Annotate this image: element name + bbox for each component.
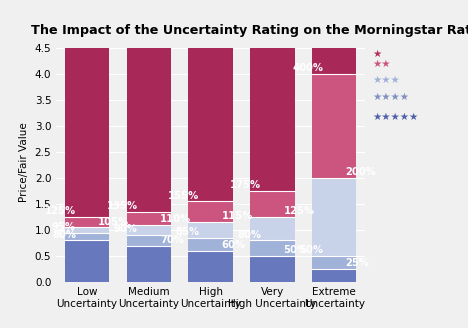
Bar <box>250 191 295 217</box>
Text: 85%: 85% <box>176 227 199 237</box>
Bar <box>312 48 357 74</box>
Bar <box>188 201 233 222</box>
Text: 50%: 50% <box>299 245 323 255</box>
Bar <box>126 235 171 246</box>
Text: ★: ★ <box>373 49 382 59</box>
Text: 125%: 125% <box>284 206 314 216</box>
Text: 90%: 90% <box>114 224 138 235</box>
Bar <box>65 217 110 227</box>
Text: 400%: 400% <box>292 63 323 73</box>
Text: 135%: 135% <box>107 201 138 211</box>
Text: 110%: 110% <box>160 214 191 224</box>
Bar <box>188 222 233 238</box>
Bar <box>312 74 357 178</box>
Text: 125%: 125% <box>45 206 76 216</box>
Bar <box>126 225 171 235</box>
Bar <box>65 233 110 240</box>
Text: 50%: 50% <box>284 245 307 255</box>
Bar <box>312 178 357 256</box>
Text: 105%: 105% <box>98 217 129 227</box>
Y-axis label: Price/Fair Value: Price/Fair Value <box>19 122 29 202</box>
Bar <box>126 48 171 212</box>
Bar <box>65 240 110 282</box>
Bar <box>250 48 295 191</box>
Text: 115%: 115% <box>222 212 253 221</box>
Text: 175%: 175% <box>230 180 261 190</box>
Bar <box>250 217 295 240</box>
Bar <box>188 48 233 201</box>
Bar <box>188 251 233 282</box>
Bar <box>188 238 233 251</box>
Bar <box>126 246 171 282</box>
Bar <box>250 256 295 282</box>
Text: ★★★: ★★★ <box>373 75 401 85</box>
Text: 155%: 155% <box>168 191 199 201</box>
Text: 60%: 60% <box>222 240 246 250</box>
Text: 200%: 200% <box>345 167 376 177</box>
Bar <box>65 48 110 217</box>
Text: ★★★★★: ★★★★★ <box>373 112 419 122</box>
Text: 70%: 70% <box>160 235 184 245</box>
Bar <box>65 227 110 233</box>
Bar <box>312 269 357 282</box>
Text: ★★★★: ★★★★ <box>373 92 410 102</box>
Text: 80%: 80% <box>52 230 76 240</box>
Text: 95%: 95% <box>52 222 76 232</box>
Text: The Impact of the Uncertainty Rating on the Morningstar Rating for Stocks: The Impact of the Uncertainty Rating on … <box>31 24 468 37</box>
Bar <box>250 240 295 256</box>
Text: ★★: ★★ <box>373 58 391 69</box>
Text: 80%: 80% <box>237 230 261 240</box>
Bar <box>126 212 171 225</box>
Text: 25%: 25% <box>345 258 369 268</box>
Bar <box>312 256 357 269</box>
